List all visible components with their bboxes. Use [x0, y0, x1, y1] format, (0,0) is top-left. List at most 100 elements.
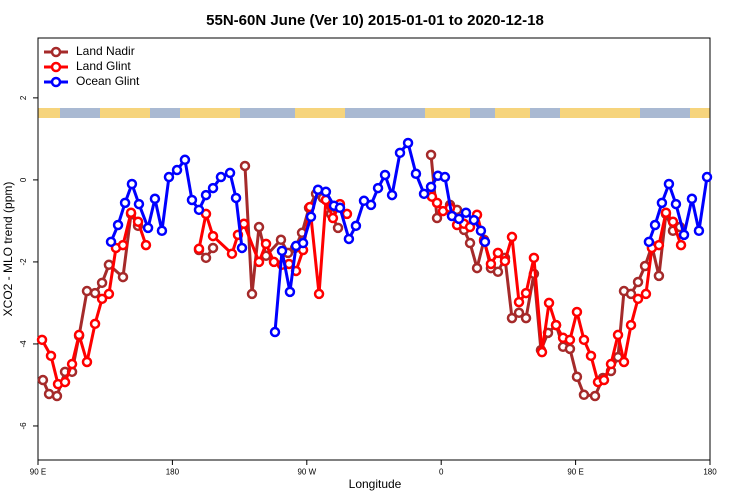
y-tick-label: -4 [19, 340, 28, 348]
point [394, 147, 406, 159]
point [499, 255, 511, 267]
point [643, 236, 655, 248]
point [313, 288, 325, 300]
point [193, 204, 205, 216]
point [215, 171, 227, 183]
point [513, 307, 525, 319]
point [625, 288, 637, 300]
point [605, 358, 617, 370]
band-ocean [150, 108, 180, 118]
point [612, 329, 624, 341]
point [343, 233, 355, 245]
point [675, 239, 687, 251]
point [230, 192, 242, 204]
point [260, 238, 272, 250]
point [133, 198, 145, 210]
point [506, 312, 518, 324]
point [701, 171, 713, 183]
point [365, 199, 377, 211]
point [66, 358, 78, 370]
point [670, 198, 682, 210]
point [471, 262, 483, 274]
point [425, 149, 437, 161]
legend-label: Ocean Glint [76, 74, 140, 88]
point [179, 154, 191, 166]
point [200, 189, 212, 201]
point [269, 326, 281, 338]
point [275, 234, 287, 246]
point [649, 219, 661, 231]
point [571, 306, 583, 318]
point [140, 239, 152, 251]
point [660, 207, 672, 218]
point [171, 164, 183, 176]
series [105, 137, 713, 338]
point [589, 390, 601, 402]
point [332, 222, 344, 234]
legend-marker [50, 46, 62, 58]
point [305, 211, 317, 223]
point [297, 237, 309, 249]
point [492, 247, 504, 259]
point [226, 248, 238, 259]
point [193, 243, 205, 255]
point [276, 245, 288, 257]
plot-frame [37, 37, 711, 461]
point [239, 160, 251, 172]
point [468, 214, 480, 226]
point [656, 197, 668, 209]
chart-title: 55N-60N June (Ver 10) 2015-01-01 to 2020… [206, 12, 544, 29]
point [341, 208, 353, 220]
point [578, 334, 590, 346]
point [528, 252, 540, 264]
point [59, 376, 71, 388]
x-tick-label: 90 E [30, 468, 46, 477]
point [125, 207, 137, 218]
point [439, 171, 451, 183]
point [117, 271, 129, 283]
point [350, 220, 362, 232]
point [513, 296, 525, 308]
point [105, 236, 117, 248]
point [464, 237, 476, 249]
x-tick-label: 0 [439, 468, 444, 477]
point [379, 169, 391, 181]
series [37, 149, 686, 402]
point [253, 256, 265, 268]
point [543, 297, 555, 309]
point [372, 182, 384, 194]
band-ocean [530, 108, 560, 118]
point [89, 287, 101, 299]
point [284, 286, 296, 298]
point [425, 181, 437, 193]
series [36, 191, 687, 390]
point [667, 216, 679, 227]
point [186, 194, 198, 206]
point [163, 171, 175, 183]
point [506, 231, 518, 243]
y-tick-label: 2 [19, 95, 28, 100]
point [460, 207, 472, 218]
point [598, 374, 610, 386]
point [81, 285, 93, 297]
band-ocean [345, 108, 425, 118]
point [564, 334, 576, 346]
point [327, 212, 339, 224]
point [536, 346, 548, 358]
point [236, 242, 248, 254]
y-tick-label: 0 [19, 177, 28, 182]
legend-marker [50, 61, 62, 73]
point [520, 287, 532, 299]
band-ocean [60, 108, 100, 118]
point [618, 356, 630, 368]
point [246, 288, 258, 300]
point [625, 319, 637, 331]
point [386, 189, 398, 201]
point [207, 182, 219, 194]
band-ocean [470, 108, 495, 118]
point [410, 168, 422, 179]
point [96, 277, 108, 289]
